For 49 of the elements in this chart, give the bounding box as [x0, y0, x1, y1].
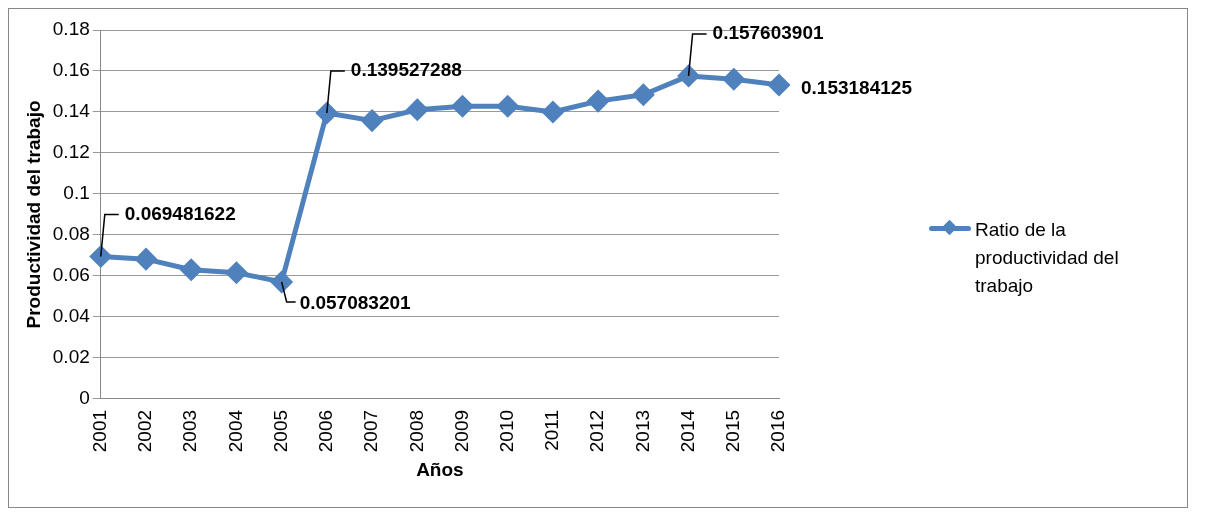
- x-tick-label: 2003: [179, 409, 201, 453]
- x-tick-label: 2015: [722, 409, 744, 453]
- y-tick-label: 0.18: [52, 18, 90, 40]
- data-label: 0.057083201: [299, 292, 412, 314]
- y-tick-label: 0.02: [52, 346, 90, 368]
- data-label: 0.153184125: [801, 77, 913, 99]
- y-tick-label: 0.16: [52, 59, 90, 81]
- point: [271, 271, 293, 293]
- data-label: 0.157603901: [712, 22, 824, 44]
- point: [316, 102, 338, 124]
- point: [723, 68, 745, 90]
- y-tick-label: 0.1: [63, 182, 90, 204]
- point: [542, 101, 564, 123]
- point: [135, 248, 157, 270]
- point: [225, 262, 247, 284]
- x-tick-label: 2009: [450, 409, 472, 453]
- point: [632, 84, 654, 106]
- y-tick-label: 0.08: [52, 223, 90, 245]
- data-label: 0.069481622: [124, 202, 236, 224]
- point: [361, 110, 383, 132]
- x-tick-label: 2010: [495, 409, 517, 453]
- x-tick-label: 2016: [767, 409, 789, 453]
- x-tick-label: 2012: [586, 409, 608, 453]
- point: [180, 259, 202, 281]
- x-tick-label: 2011: [541, 409, 563, 451]
- y-tick-label: 0.06: [52, 264, 90, 286]
- x-tick-label: 2007: [360, 409, 382, 453]
- x-axis-title: Años: [416, 458, 464, 480]
- point: [406, 99, 428, 121]
- legend-label: Ratio de la productividad del trabajo: [975, 218, 1120, 298]
- point: [90, 246, 112, 268]
- y-axis-title: Productividad del trabajo: [22, 100, 44, 329]
- y-tick-label: 0.14: [52, 100, 91, 122]
- data-label: 0.139527288: [350, 59, 462, 81]
- x-tick-label: 2013: [631, 409, 653, 453]
- point: [587, 90, 609, 112]
- y-tick-label: 0.04: [52, 305, 91, 327]
- x-tick-label: 2004: [224, 409, 246, 453]
- point: [768, 74, 790, 96]
- x-tick-label: 2014: [676, 409, 698, 453]
- point: [452, 95, 473, 117]
- x-tick-label: 2006: [315, 409, 337, 453]
- point: [497, 95, 519, 117]
- y-tick-label: 0: [79, 387, 90, 409]
- x-tick-label: 2002: [134, 409, 156, 453]
- x-tick-label: 2001: [89, 409, 111, 453]
- x-tick-label: 2008: [405, 409, 427, 453]
- y-tick-label: 0.12: [52, 141, 90, 163]
- x-tick-label: 2005: [269, 409, 291, 453]
